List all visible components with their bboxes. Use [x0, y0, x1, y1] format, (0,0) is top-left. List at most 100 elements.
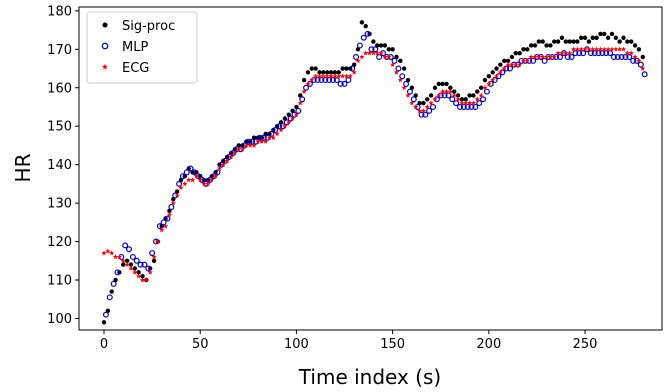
data-point	[102, 311, 109, 318]
data-point	[614, 53, 621, 60]
data-point	[321, 70, 326, 75]
data-point	[151, 254, 157, 260]
data-point	[613, 35, 619, 40]
data-point	[468, 103, 475, 110]
data-point	[295, 107, 302, 114]
data-point	[463, 100, 469, 106]
data-point	[326, 77, 333, 84]
data-point	[559, 50, 565, 56]
data-point	[582, 46, 588, 52]
data-point	[445, 92, 452, 99]
data-point	[145, 265, 152, 272]
data-point	[151, 258, 157, 263]
data-point	[568, 53, 575, 60]
data-point	[636, 58, 642, 64]
data-point	[632, 54, 638, 60]
data-point	[378, 50, 384, 56]
data-point	[617, 46, 623, 52]
data-point	[141, 261, 148, 268]
data-point	[603, 50, 610, 57]
data-point	[586, 39, 592, 44]
data-point	[320, 73, 327, 79]
series-ecg	[101, 46, 646, 283]
data-point	[618, 53, 625, 60]
data-point	[572, 50, 579, 57]
data-point	[436, 81, 442, 87]
data-point	[110, 280, 117, 287]
data-point	[629, 39, 634, 44]
data-point	[262, 138, 269, 144]
data-point	[395, 65, 402, 72]
legend: Sig-proc MLP ECG	[86, 11, 198, 84]
legend-marker	[101, 42, 109, 50]
data-point	[309, 77, 315, 83]
data-point	[390, 47, 395, 52]
data-point	[563, 39, 568, 44]
data-point	[590, 46, 596, 52]
data-point	[426, 107, 433, 114]
data-point	[317, 70, 322, 75]
data-point	[355, 58, 361, 64]
data-marks	[101, 20, 648, 325]
data-point	[336, 73, 342, 79]
data-point	[191, 169, 198, 176]
data-point	[101, 320, 107, 325]
data-point	[239, 146, 246, 152]
y-tick-label: 140	[47, 158, 72, 173]
data-point	[168, 203, 175, 210]
data-point	[564, 53, 571, 60]
data-point	[301, 77, 307, 83]
y-tick-label: 180	[47, 4, 72, 19]
data-point	[166, 211, 173, 217]
data-point	[548, 43, 553, 48]
data-point	[143, 277, 150, 283]
x-tick-label: 200	[476, 337, 501, 352]
data-point	[416, 108, 423, 114]
data-point	[318, 77, 325, 84]
data-point	[182, 181, 188, 187]
data-point	[617, 39, 622, 44]
data-point	[305, 70, 311, 75]
data-point	[476, 100, 483, 107]
data-point	[359, 54, 365, 60]
data-point	[371, 39, 376, 44]
data-point	[255, 138, 261, 144]
data-point	[471, 93, 476, 98]
data-point	[399, 73, 406, 80]
data-point	[494, 66, 499, 71]
data-point	[133, 257, 140, 264]
data-point	[524, 58, 530, 64]
data-point	[116, 254, 123, 260]
data-point	[576, 50, 583, 57]
data-point	[403, 80, 410, 87]
data-point	[149, 250, 156, 257]
data-point	[439, 88, 446, 94]
data-point	[571, 39, 576, 44]
data-point	[456, 103, 463, 110]
data-point	[170, 200, 176, 206]
data-point	[386, 47, 391, 52]
data-point	[482, 84, 488, 91]
data-point	[613, 46, 619, 52]
data-point	[256, 134, 263, 141]
data-point	[578, 35, 584, 40]
data-point	[164, 215, 171, 222]
data-point	[486, 81, 492, 87]
data-point	[276, 123, 283, 130]
data-point	[566, 50, 573, 56]
data-point	[453, 100, 460, 107]
data-point	[332, 70, 338, 75]
data-point	[368, 46, 375, 53]
legend-marker	[102, 22, 108, 28]
data-point	[637, 61, 644, 68]
data-point	[406, 88, 413, 95]
data-point	[343, 73, 350, 79]
data-point	[289, 115, 296, 121]
data-point	[160, 219, 167, 226]
data-point	[640, 54, 645, 60]
data-point	[552, 39, 557, 44]
data-point	[422, 111, 429, 118]
data-point	[424, 104, 430, 110]
y-axis-label: HR	[11, 153, 35, 182]
data-point	[135, 273, 142, 279]
